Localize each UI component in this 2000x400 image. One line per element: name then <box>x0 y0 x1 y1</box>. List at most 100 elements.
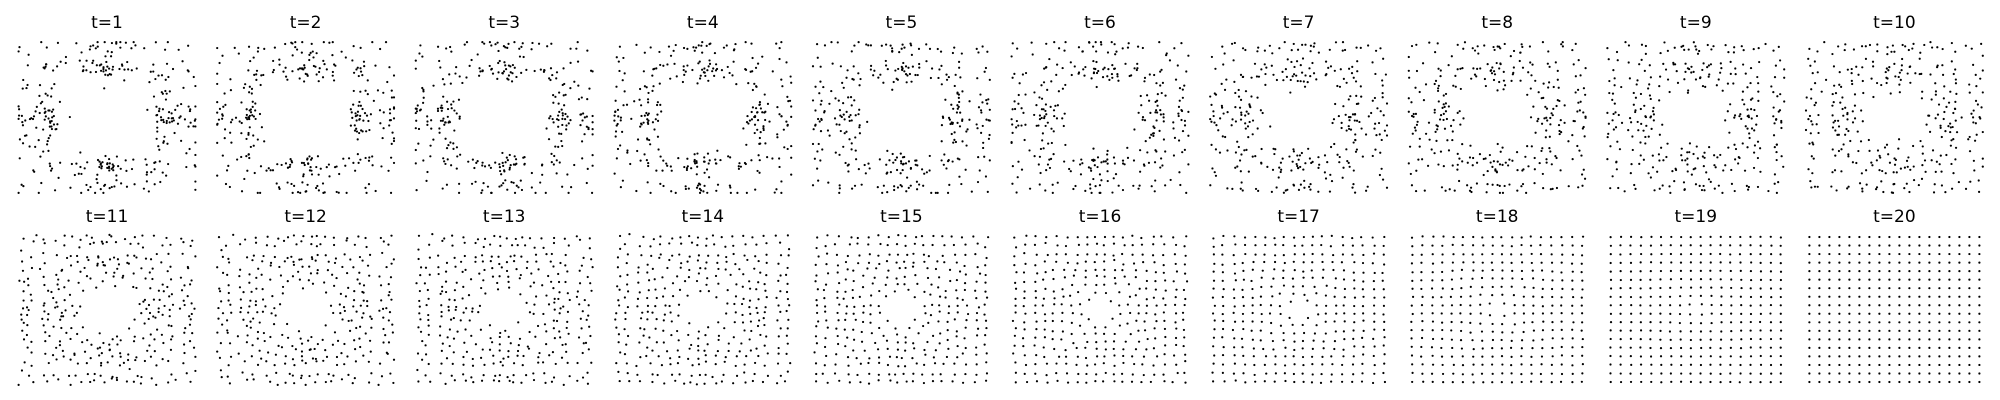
scatter-point <box>1015 126 1018 129</box>
scatter-point <box>1451 130 1454 133</box>
scatter-point <box>449 45 452 49</box>
scatter-point <box>663 287 666 290</box>
scatter-point <box>366 300 369 303</box>
scatter-point <box>194 125 197 128</box>
scatter-point <box>642 121 645 124</box>
scatter-point <box>617 299 620 302</box>
scatter-point <box>1909 65 1912 68</box>
scatter-point <box>192 75 195 79</box>
scatter-point <box>779 254 783 257</box>
scatter-point <box>76 362 79 365</box>
scatter-point <box>1616 59 1619 62</box>
scatter-point <box>216 123 219 126</box>
scatter-point <box>903 46 906 49</box>
scatter-point <box>942 362 945 365</box>
scatter-point <box>54 128 57 131</box>
scatter-point <box>1576 110 1579 113</box>
scatter-point <box>440 109 443 112</box>
scatter-point <box>862 305 865 308</box>
scatter-point <box>388 66 391 69</box>
scatter-point <box>947 116 951 119</box>
scatter-point <box>1756 140 1760 143</box>
scatter-point <box>1755 123 1758 126</box>
scatter-point <box>1831 114 1834 117</box>
scatter-point <box>1499 150 1502 153</box>
scatter-point <box>245 324 248 327</box>
scatter-point <box>1549 116 1552 120</box>
scatter-point <box>313 347 316 351</box>
scatter-point <box>70 326 73 330</box>
scatter-point <box>69 254 72 258</box>
scatter-point <box>301 181 304 184</box>
scatter-point <box>148 311 152 315</box>
scatter-point <box>265 360 268 363</box>
scatter-point <box>942 116 945 119</box>
scatter-point <box>846 69 849 72</box>
scatter-point <box>1380 167 1383 170</box>
scatter-point <box>1261 111 1264 115</box>
scatter-point <box>878 311 882 314</box>
scatter-point <box>577 98 581 101</box>
scatter-point <box>790 115 793 118</box>
scatter-point <box>588 247 591 250</box>
scatter-point <box>258 112 262 116</box>
scatter-point <box>1561 41 1564 44</box>
scatter-point <box>1524 155 1527 158</box>
scatter-point <box>537 268 540 271</box>
scatter-point <box>621 130 624 133</box>
scatter-point <box>1642 158 1645 161</box>
scatter-point <box>1733 143 1736 146</box>
scatter-point <box>787 248 791 251</box>
scatter-point <box>153 350 156 353</box>
scatter-point <box>81 326 84 329</box>
scatter-point <box>717 334 721 337</box>
scatter-point <box>1897 75 1900 79</box>
scatter-point <box>651 349 654 352</box>
scatter-point <box>380 165 383 168</box>
scatter-point <box>336 339 340 342</box>
scatter-point <box>847 364 850 367</box>
scatter-point <box>75 162 78 165</box>
scatter-point <box>723 327 726 330</box>
scatter-point <box>587 314 590 317</box>
scatter-point <box>321 338 324 342</box>
scatter-point <box>586 98 589 101</box>
scatter-point <box>616 285 619 288</box>
scatter-point <box>1606 111 1609 114</box>
scatter-point <box>659 235 662 238</box>
scatter-point <box>1897 147 1900 150</box>
scatter-point <box>908 72 912 76</box>
scatter-point <box>319 167 322 170</box>
scatter-point <box>554 145 557 148</box>
scatter-point <box>46 139 49 143</box>
scatter-point <box>1098 184 1102 187</box>
scatter-point <box>1313 42 1316 45</box>
scatter-point <box>1304 74 1307 77</box>
scatter-point <box>1048 57 1051 61</box>
scatter-point <box>548 117 551 120</box>
scatter-point <box>449 318 453 321</box>
scatter-point <box>1095 85 1098 89</box>
scatter-point <box>1644 44 1647 48</box>
panel-title: t=4 <box>687 13 719 33</box>
scatter-point <box>1560 43 1563 46</box>
scatter-point <box>226 273 229 276</box>
scatter-point <box>964 168 967 171</box>
scatter-point <box>359 345 362 349</box>
scatter-point <box>414 59 417 62</box>
scatter-point <box>310 173 314 176</box>
scatter-point <box>927 321 930 324</box>
scatter-point <box>1351 113 1355 116</box>
scatter-point <box>755 288 758 291</box>
scatter-point <box>578 269 581 272</box>
scatter-point <box>565 350 568 353</box>
scatter-point <box>1290 49 1293 52</box>
scatter-point <box>355 310 358 313</box>
scatter-point <box>706 343 709 346</box>
scatter-point <box>1980 42 1983 45</box>
scatter-point <box>429 155 432 158</box>
scatter-point <box>777 279 780 282</box>
scatter-point <box>708 62 712 65</box>
scatter-point <box>426 288 429 292</box>
scatter-point <box>261 260 264 263</box>
